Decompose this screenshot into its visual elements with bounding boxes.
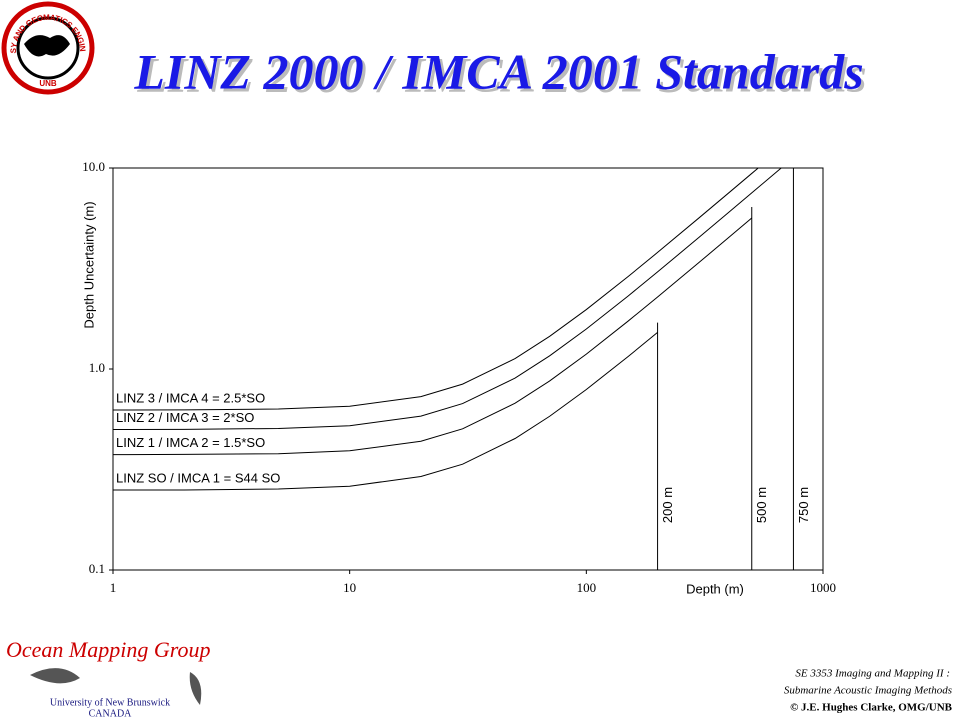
y-tick-label: 0.1 bbox=[89, 561, 105, 576]
title: LINZ 2000 / IMCA 2001 Standards bbox=[133, 43, 863, 99]
country: CANADA bbox=[89, 708, 133, 719]
series-label: LINZ 2 / IMCA 3 = 2*SO bbox=[116, 410, 254, 425]
curve bbox=[113, 332, 658, 491]
plot-frame bbox=[112, 167, 824, 571]
series-label: LINZ SO / IMCA 1 = S44 SO bbox=[116, 470, 280, 485]
y-tick-label: 10.0 bbox=[82, 159, 105, 174]
course: SE 3353 Imaging and Mapping II : bbox=[795, 668, 950, 680]
unb-logo: GEODESY AND GEOMATICS ENGINEERING UNB bbox=[0, 0, 95, 95]
logo-sub: UNB bbox=[39, 79, 57, 88]
credit: © J.E. Hughes Clarke, OMG/UNB bbox=[790, 702, 953, 714]
university: University of New Brunswick bbox=[50, 697, 170, 708]
x-tick-label: 100 bbox=[577, 580, 597, 595]
y-tick-label: 1.0 bbox=[89, 360, 105, 375]
course-sub: Submarine Acoustic Imaging Methods bbox=[784, 685, 952, 697]
x-axis-label: Depth (m) bbox=[686, 581, 744, 596]
title-shadow: LINZ 2000 / IMCA 2001 Standards bbox=[136, 46, 866, 102]
footer-art bbox=[30, 668, 202, 705]
series-label: LINZ 1 / IMCA 2 = 1.5*SO bbox=[116, 435, 265, 450]
depth-line-label: 200 m bbox=[660, 487, 675, 523]
curve bbox=[112, 167, 782, 431]
plot: 1 10 100 1000 0.1 1.0 10.0 LINZ SO / IMCA 1 = S… bbox=[82, 159, 836, 595]
depth-line-label: 500 m bbox=[754, 487, 769, 523]
x-tick-label: 10 bbox=[343, 580, 356, 595]
curve bbox=[112, 217, 753, 456]
series-label: LINZ 3 / IMCA 4 = 2.5*SO bbox=[116, 390, 265, 405]
group-name: Ocean Mapping Group bbox=[6, 637, 211, 662]
depth-line-label: 750 m bbox=[796, 487, 811, 523]
x-tick-label: 1 bbox=[110, 580, 117, 595]
y-axis-label: Depth Uncertainty (m) bbox=[81, 201, 96, 328]
x-tick-label: 1000 bbox=[810, 580, 836, 595]
curve bbox=[112, 167, 759, 411]
